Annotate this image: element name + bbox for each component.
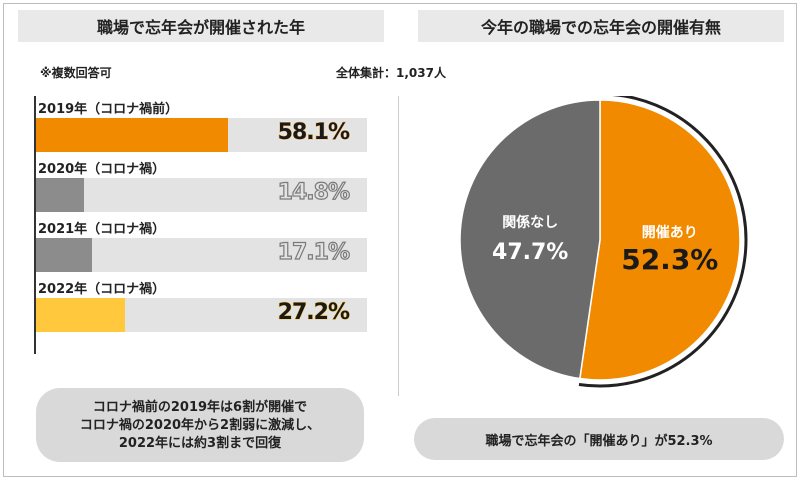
- total-respondents: 全体集計：1,037人: [336, 66, 446, 80]
- figure-frame: [3, 3, 797, 477]
- pie-slice: [459, 99, 601, 380]
- bar: [35, 178, 85, 212]
- bar: [35, 118, 228, 152]
- summary-line: コロナ禍前の2019年は6割が開催で: [92, 400, 308, 415]
- summary-line: コロナ禍の2020年から2割弱に激減し、: [79, 418, 321, 433]
- bar-track: 58.1%: [35, 118, 367, 152]
- pie-slice-value: 52.3%: [621, 243, 718, 276]
- bar-value-label: 17.1%: [277, 239, 351, 265]
- left-panel-title: 職場で忘年会が開催された年: [18, 10, 384, 42]
- bar-track: 14.8%: [35, 178, 367, 212]
- right-panel-title: 今年の職場での忘年会の開催有無: [418, 10, 784, 42]
- bottom-caption: 職場で忘年会の「開催あり」が52.3%: [414, 418, 784, 460]
- pie-slice-label: 関係なし: [502, 214, 558, 231]
- bar-track: 27.2%: [35, 298, 367, 332]
- bar-category-label: 2020年（コロナ禍）: [38, 162, 166, 177]
- bar-category-label: 2022年（コロナ禍）: [38, 282, 166, 297]
- pie-slice: [578, 99, 741, 381]
- pie-chart: 開催あり 52.3% 関係なし 47.7%: [459, 96, 748, 388]
- multiple-answers-note: ※複数回答可: [40, 66, 112, 80]
- pie-slice-value: 47.7%: [492, 240, 568, 265]
- bar-value-label: 58.1%: [277, 120, 350, 146]
- bar: [35, 298, 126, 332]
- bar-category-label: 2019年（コロナ禍前）: [38, 102, 179, 117]
- summary-box: コロナ禍前の2019年は6割が開催で コロナ禍の2020年から2割弱に激減し、 …: [36, 388, 364, 462]
- bar-chart-axis: [34, 96, 36, 354]
- summary-line: 2022年には約3割まで回復: [118, 436, 282, 451]
- bar-category-label: 2021年（コロナ禍）: [38, 222, 166, 237]
- bar-value-label: 14.8%: [277, 179, 351, 205]
- bar: [35, 238, 92, 272]
- pie-slice-label: 開催あり: [642, 224, 698, 241]
- panel-divider: [398, 96, 399, 396]
- bar-track: 17.1%: [35, 238, 367, 272]
- pie-highlight-arc: [578, 96, 748, 388]
- bar-value-label: 27.2%: [277, 300, 350, 326]
